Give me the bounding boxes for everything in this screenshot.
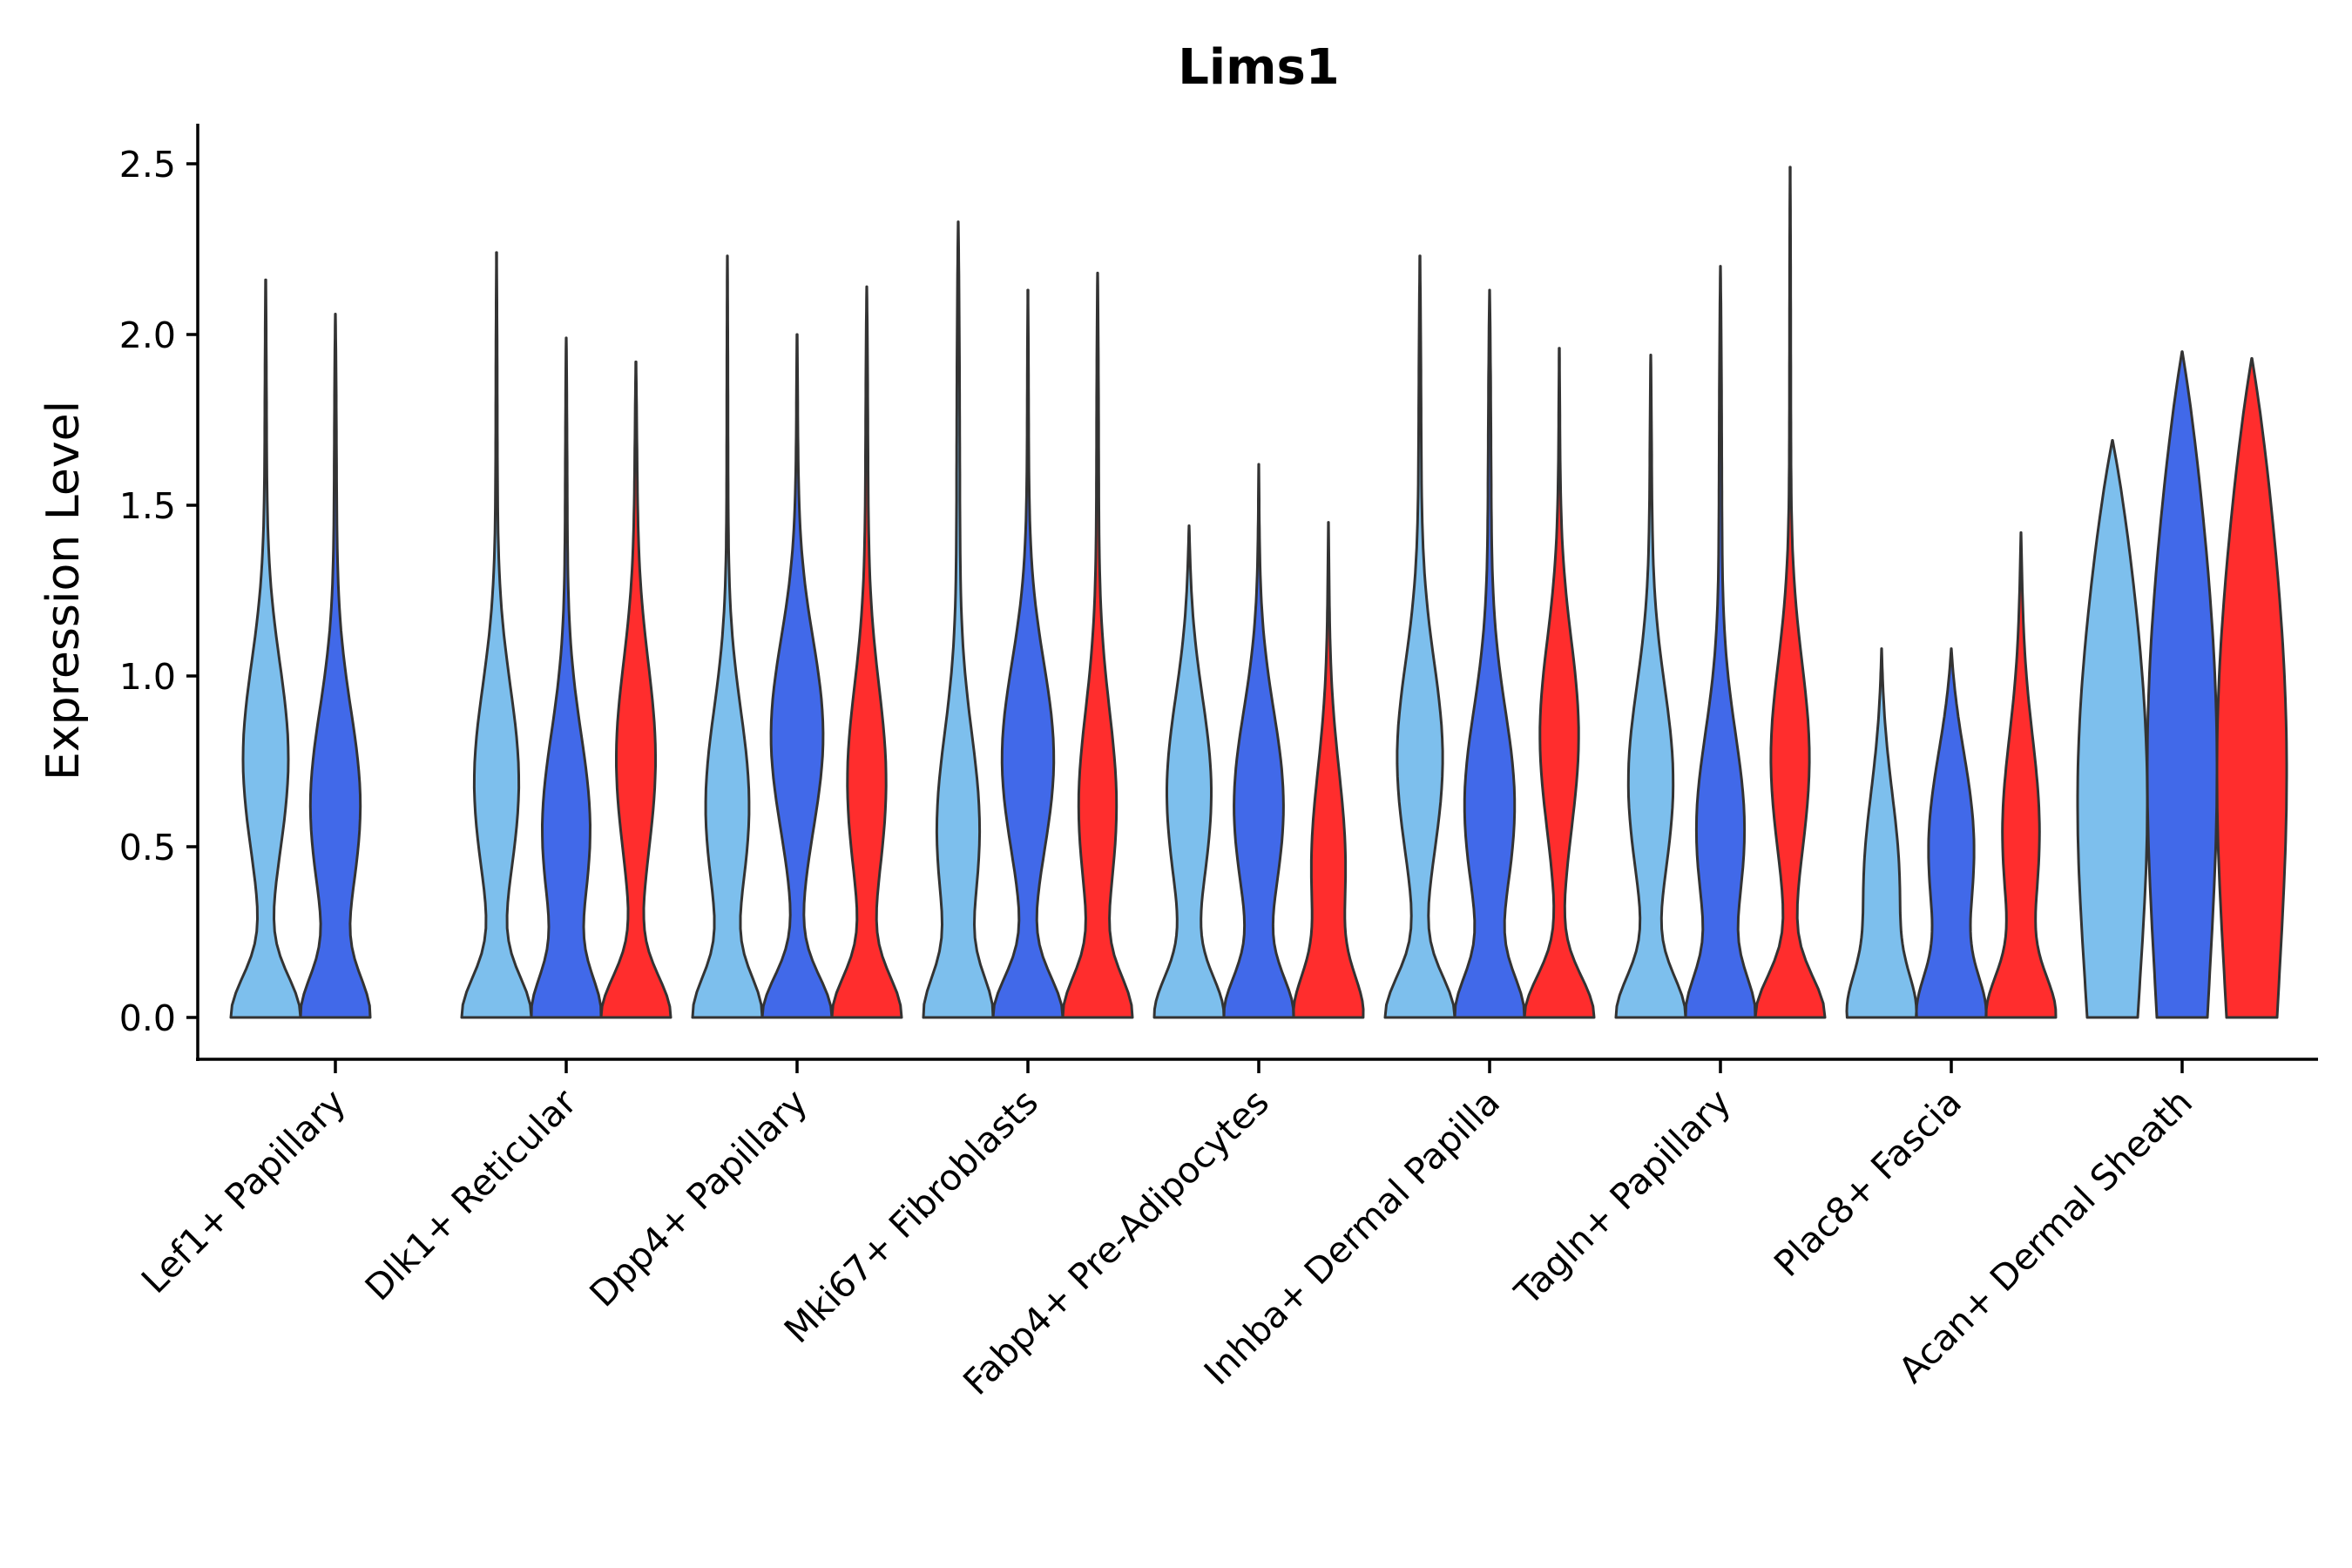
- violin-2-7: [1684, 265, 1757, 1019]
- violin-3-4: [1061, 271, 1134, 1019]
- violin-3-9: [2215, 356, 2288, 1019]
- x-tick-label: Lef1+ Papillary: [133, 1081, 354, 1301]
- x-tick-label: Mki67+ Fibroblasts: [776, 1081, 1046, 1351]
- violin-3-7: [1754, 166, 1827, 1019]
- violin-1-8: [1845, 647, 1918, 1019]
- violin-1-9: [2076, 439, 2149, 1019]
- chart-title: Lims1: [1178, 39, 1340, 96]
- violin-2-2: [530, 336, 603, 1019]
- y-tick-label: 2.0: [119, 314, 176, 356]
- violin-3-8: [1984, 531, 2058, 1019]
- violin-2-6: [1453, 288, 1526, 1019]
- violin-3-2: [599, 360, 672, 1019]
- violin-1-3: [691, 254, 764, 1019]
- violin-3-5: [1292, 521, 1365, 1019]
- violin-1-1: [229, 278, 302, 1019]
- violin-3-6: [1523, 347, 1596, 1019]
- violins-layer: [229, 166, 2288, 1019]
- violin-2-1: [299, 313, 372, 1019]
- x-tick-label: Dlk1+ Reticular: [357, 1081, 585, 1308]
- violin-2-4: [991, 288, 1064, 1019]
- violin-1-6: [1383, 254, 1456, 1019]
- x-tick-label: Plac8+ Fascia: [1766, 1081, 1970, 1285]
- violin-1-2: [460, 251, 533, 1019]
- violin-2-8: [1915, 647, 1988, 1019]
- y-tick-label: 1.0: [119, 656, 176, 698]
- y-axis-label: Expression Level: [37, 401, 90, 781]
- violin-1-5: [1152, 524, 1226, 1019]
- violin-1-7: [1614, 354, 1687, 1019]
- violin-2-9: [2146, 350, 2219, 1019]
- violin-3-3: [830, 285, 903, 1019]
- x-tick-label: Dpp4+ Papillary: [582, 1081, 815, 1315]
- y-ticks: 0.0 0.5 1.0 1.5 2.0 2.5: [119, 144, 198, 1039]
- y-tick-label: 0.0: [119, 997, 176, 1039]
- violin-1-4: [922, 220, 995, 1019]
- y-tick-label: 0.5: [119, 827, 176, 868]
- y-tick-label: 1.5: [119, 485, 176, 527]
- x-tick-label: Tagln+ Papillary: [1506, 1081, 1739, 1314]
- y-tick-label: 2.5: [119, 144, 176, 186]
- violin-2-3: [760, 333, 834, 1019]
- violin-2-5: [1222, 463, 1295, 1019]
